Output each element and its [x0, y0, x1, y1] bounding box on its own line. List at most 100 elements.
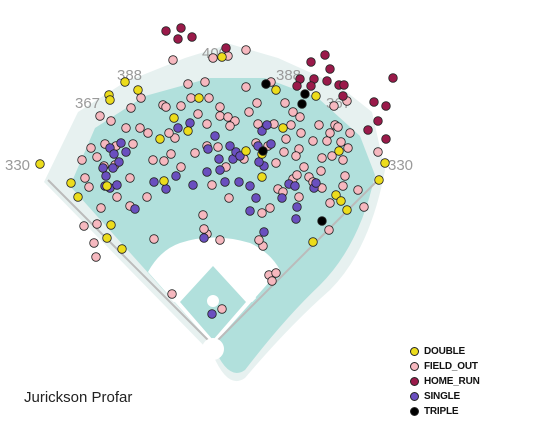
batted-ball-field-out — [299, 162, 309, 172]
batted-ball-field-out — [317, 153, 327, 163]
batted-ball-double — [271, 85, 281, 95]
batted-ball-field-out — [281, 134, 291, 144]
batted-ball-home-run — [363, 125, 373, 135]
batted-ball-field-out — [271, 268, 281, 278]
foul-line-left — [47, 179, 214, 346]
batted-ball-home-run — [381, 101, 391, 111]
batted-ball-field-out — [125, 173, 135, 183]
batted-ball-double — [120, 77, 130, 87]
batted-ball-field-out — [267, 276, 277, 286]
batted-ball-double — [102, 233, 112, 243]
batted-ball-home-run — [306, 81, 316, 91]
legend-label-double: DOUBLE — [424, 346, 466, 357]
batted-ball-triple — [261, 79, 271, 89]
batted-ball-home-run — [306, 57, 316, 67]
batted-ball-field-out — [241, 82, 251, 92]
batted-ball-field-out — [106, 116, 116, 126]
legend-swatch-single — [410, 392, 419, 401]
batted-ball-field-out — [345, 128, 355, 138]
batted-ball-field-out — [149, 234, 159, 244]
batted-ball-field-out — [314, 120, 324, 130]
batted-ball-double — [102, 181, 112, 191]
batted-ball-home-run — [338, 91, 348, 101]
fence-distance-label: 330 — [388, 157, 413, 174]
batted-ball-field-out — [322, 136, 332, 146]
batted-ball-single — [292, 202, 302, 212]
batted-ball-field-out — [77, 155, 87, 165]
batted-ball-field-out — [338, 181, 348, 191]
batted-ball-single — [207, 309, 217, 319]
batted-ball-single — [199, 233, 209, 243]
batted-ball-double — [374, 175, 384, 185]
batted-ball-field-out — [373, 147, 383, 157]
batted-ball-home-run — [373, 116, 383, 126]
legend-label-triple: TRIPLE — [424, 406, 459, 417]
batted-ball-field-out — [86, 143, 96, 153]
legend-swatch-triple — [410, 407, 419, 416]
batted-ball-field-out — [294, 192, 304, 202]
batted-ball-field-out — [286, 120, 296, 130]
batted-ball-double — [334, 146, 344, 156]
batted-ball-field-out — [135, 123, 145, 133]
batted-ball-double — [241, 146, 251, 156]
batted-ball-field-out — [359, 202, 369, 212]
batted-ball-home-run — [381, 134, 391, 144]
batted-ball-field-out — [112, 192, 122, 202]
batted-ball-field-out — [148, 155, 158, 165]
home-plate-area — [202, 338, 224, 360]
batted-ball-double — [194, 93, 204, 103]
batted-ball-field-out — [253, 119, 263, 129]
legend-label-single: SINGLE — [424, 391, 461, 402]
batted-ball-double — [308, 237, 318, 247]
legend-label-field-out: FIELD_OUT — [424, 361, 478, 372]
batted-ball-single — [161, 184, 171, 194]
legend: DOUBLE FIELD_OUT HOME_RUN SINGLE TRIPLE — [410, 344, 480, 419]
batted-ball-field-out — [292, 170, 302, 180]
batted-ball-single — [202, 167, 212, 177]
batted-ball-home-run — [292, 81, 302, 91]
batted-ball-field-out — [254, 235, 264, 245]
batted-ball-field-out — [176, 101, 186, 111]
batted-ball-double — [73, 192, 83, 202]
batted-ball-field-out — [168, 55, 178, 65]
batted-ball-single — [245, 181, 255, 191]
batted-ball-field-out — [336, 137, 346, 147]
batted-ball-field-out — [327, 151, 337, 161]
batted-ball-double — [133, 85, 143, 95]
batted-ball-home-run — [339, 80, 349, 90]
batted-ball-field-out — [79, 221, 89, 231]
batted-ball-double — [342, 205, 352, 215]
batted-ball-field-out — [241, 45, 251, 55]
batted-ball-single — [112, 180, 122, 190]
legend-swatch-home-run — [410, 377, 419, 386]
batted-ball-field-out — [329, 101, 339, 111]
batted-ball-field-out — [91, 252, 101, 262]
legend-label-home-run: HOME_RUN — [424, 376, 480, 387]
batted-ball-double — [159, 176, 169, 186]
batted-ball-double — [311, 91, 321, 101]
batted-ball-double — [331, 190, 341, 200]
batted-ball-field-out — [215, 235, 225, 245]
batted-ball-double — [217, 52, 227, 62]
batted-ball-single — [266, 139, 276, 149]
batted-ball-field-out — [92, 219, 102, 229]
batted-ball-field-out — [198, 210, 208, 220]
batted-ball-field-out — [84, 182, 94, 192]
batted-ball-field-out — [176, 162, 186, 172]
batted-ball-field-out — [167, 289, 177, 299]
batted-ball-field-out — [95, 111, 105, 121]
batted-ball-single — [311, 178, 321, 188]
legend-item-single: SINGLE — [410, 389, 480, 404]
batted-ball-home-run — [322, 76, 332, 86]
batted-ball-double — [106, 220, 116, 230]
batted-ball-home-run — [320, 50, 330, 60]
pitchers-mound — [207, 295, 219, 307]
batted-ball-field-out — [333, 122, 343, 132]
batted-ball-field-out — [244, 107, 254, 117]
batted-ball-home-run — [369, 97, 379, 107]
batted-ball-field-out — [193, 109, 203, 119]
fence-distance-label: 367 — [75, 95, 100, 112]
batted-ball-single — [251, 193, 261, 203]
batted-ball-double — [105, 95, 115, 105]
